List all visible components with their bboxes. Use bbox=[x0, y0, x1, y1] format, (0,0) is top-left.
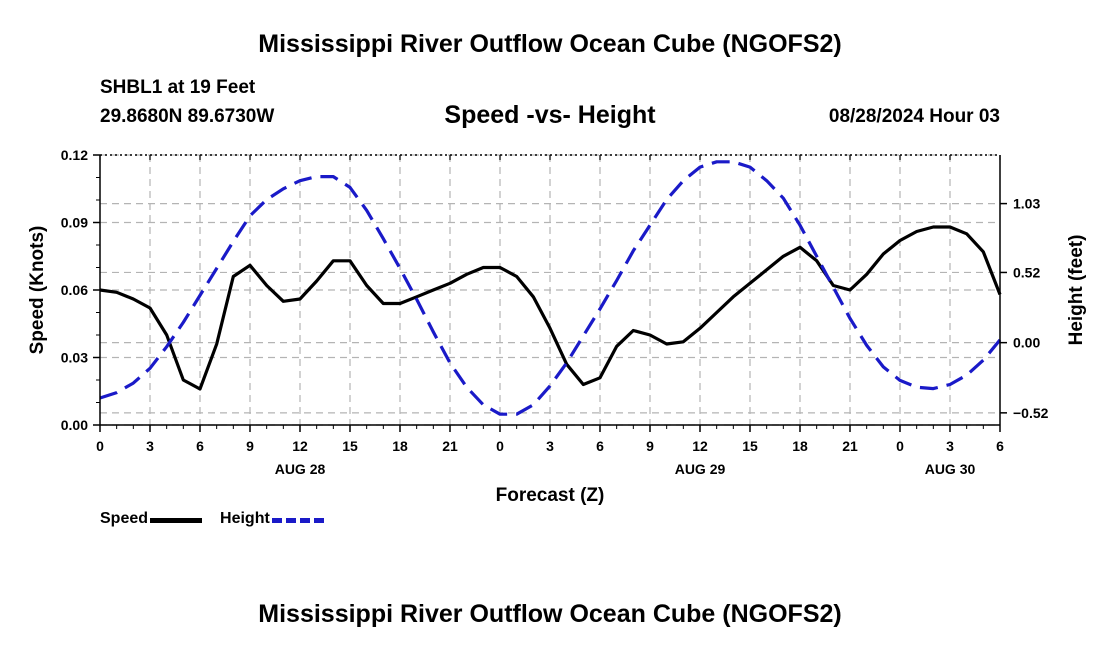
x-tick-label: 12 bbox=[692, 438, 708, 454]
y-tick-label: 0.12 bbox=[61, 147, 88, 163]
legend-speed-label: Speed bbox=[100, 510, 149, 527]
day-label: AUG 28 bbox=[275, 461, 326, 477]
axis-labels: 0 3 6 9 12 15 18 21 0 3 6 9 12 15 18 21 0 3 6 AUG 28 AUG 29 A… bbox=[27, 147, 1087, 506]
x-tick-label: 12 bbox=[292, 438, 308, 454]
x-tick-label: 18 bbox=[392, 438, 408, 454]
x-axis-title: Forecast (Z) bbox=[496, 485, 605, 506]
x-tick-label: 18 bbox=[792, 438, 808, 454]
x-tick-label: 9 bbox=[646, 438, 654, 454]
main-title: Mississippi River Outflow Ocean Cube (NG… bbox=[258, 30, 842, 58]
x-tick-label: 6 bbox=[996, 438, 1004, 454]
x-tick-label: 15 bbox=[342, 438, 358, 454]
chart-subtitle: Speed -vs- Height bbox=[444, 101, 656, 129]
y2-tick-label: 0.52 bbox=[1013, 264, 1040, 280]
x-tick-label: 9 bbox=[246, 438, 254, 454]
x-tick-label: 3 bbox=[146, 438, 154, 454]
y2-tick-label: 1.03 bbox=[1013, 196, 1040, 212]
x-tick-label: 6 bbox=[196, 438, 204, 454]
x-tick-label: 3 bbox=[546, 438, 554, 454]
axis-ticks bbox=[93, 154, 1007, 432]
y-tick-label: 0.06 bbox=[61, 282, 88, 298]
y-axis-title: Speed (Knots) bbox=[27, 226, 48, 355]
y2-tick-label: −0.52 bbox=[1013, 405, 1049, 421]
day-label: AUG 29 bbox=[675, 461, 726, 477]
grid-lines bbox=[100, 154, 1000, 426]
legend-height-swatch bbox=[271, 518, 324, 523]
series-height-line bbox=[99, 160, 1002, 416]
x-tick-label: 0 bbox=[96, 438, 104, 454]
speed-height-chart: 0 3 6 9 12 15 18 21 0 3 6 9 12 15 18 21 0 3 6 AUG 28 AUG 29 A… bbox=[27, 147, 1087, 506]
y2-axis-title: Height (feet) bbox=[1066, 235, 1087, 346]
x-tick-label: 0 bbox=[896, 438, 904, 454]
legend-height-label: Height bbox=[220, 510, 270, 527]
y-tick-label: 0.00 bbox=[61, 417, 88, 433]
footer-title: Mississippi River Outflow Ocean Cube (NG… bbox=[258, 600, 842, 628]
x-tick-label: 21 bbox=[442, 438, 458, 454]
x-tick-label: 6 bbox=[596, 438, 604, 454]
forecast-datetime: 08/28/2024 Hour 03 bbox=[828, 106, 1000, 127]
x-tick-label: 21 bbox=[842, 438, 858, 454]
chart-legend: Speed Height bbox=[100, 510, 324, 528]
legend-speed-swatch bbox=[150, 518, 203, 523]
y2-tick-label: 0.00 bbox=[1013, 335, 1040, 351]
y-tick-label: 0.09 bbox=[61, 215, 88, 231]
series-speed-line bbox=[99, 225, 1002, 391]
station-coordinates: 29.8680N 89.6730W bbox=[100, 106, 275, 127]
series-lines bbox=[99, 160, 1002, 416]
x-tick-label: 0 bbox=[496, 438, 504, 454]
day-label: AUG 30 bbox=[925, 461, 976, 477]
y-tick-label: 0.03 bbox=[61, 350, 88, 366]
x-tick-label: 3 bbox=[946, 438, 954, 454]
station-name: SHBL1 at 19 Feet bbox=[100, 77, 256, 98]
x-tick-label: 15 bbox=[742, 438, 758, 454]
